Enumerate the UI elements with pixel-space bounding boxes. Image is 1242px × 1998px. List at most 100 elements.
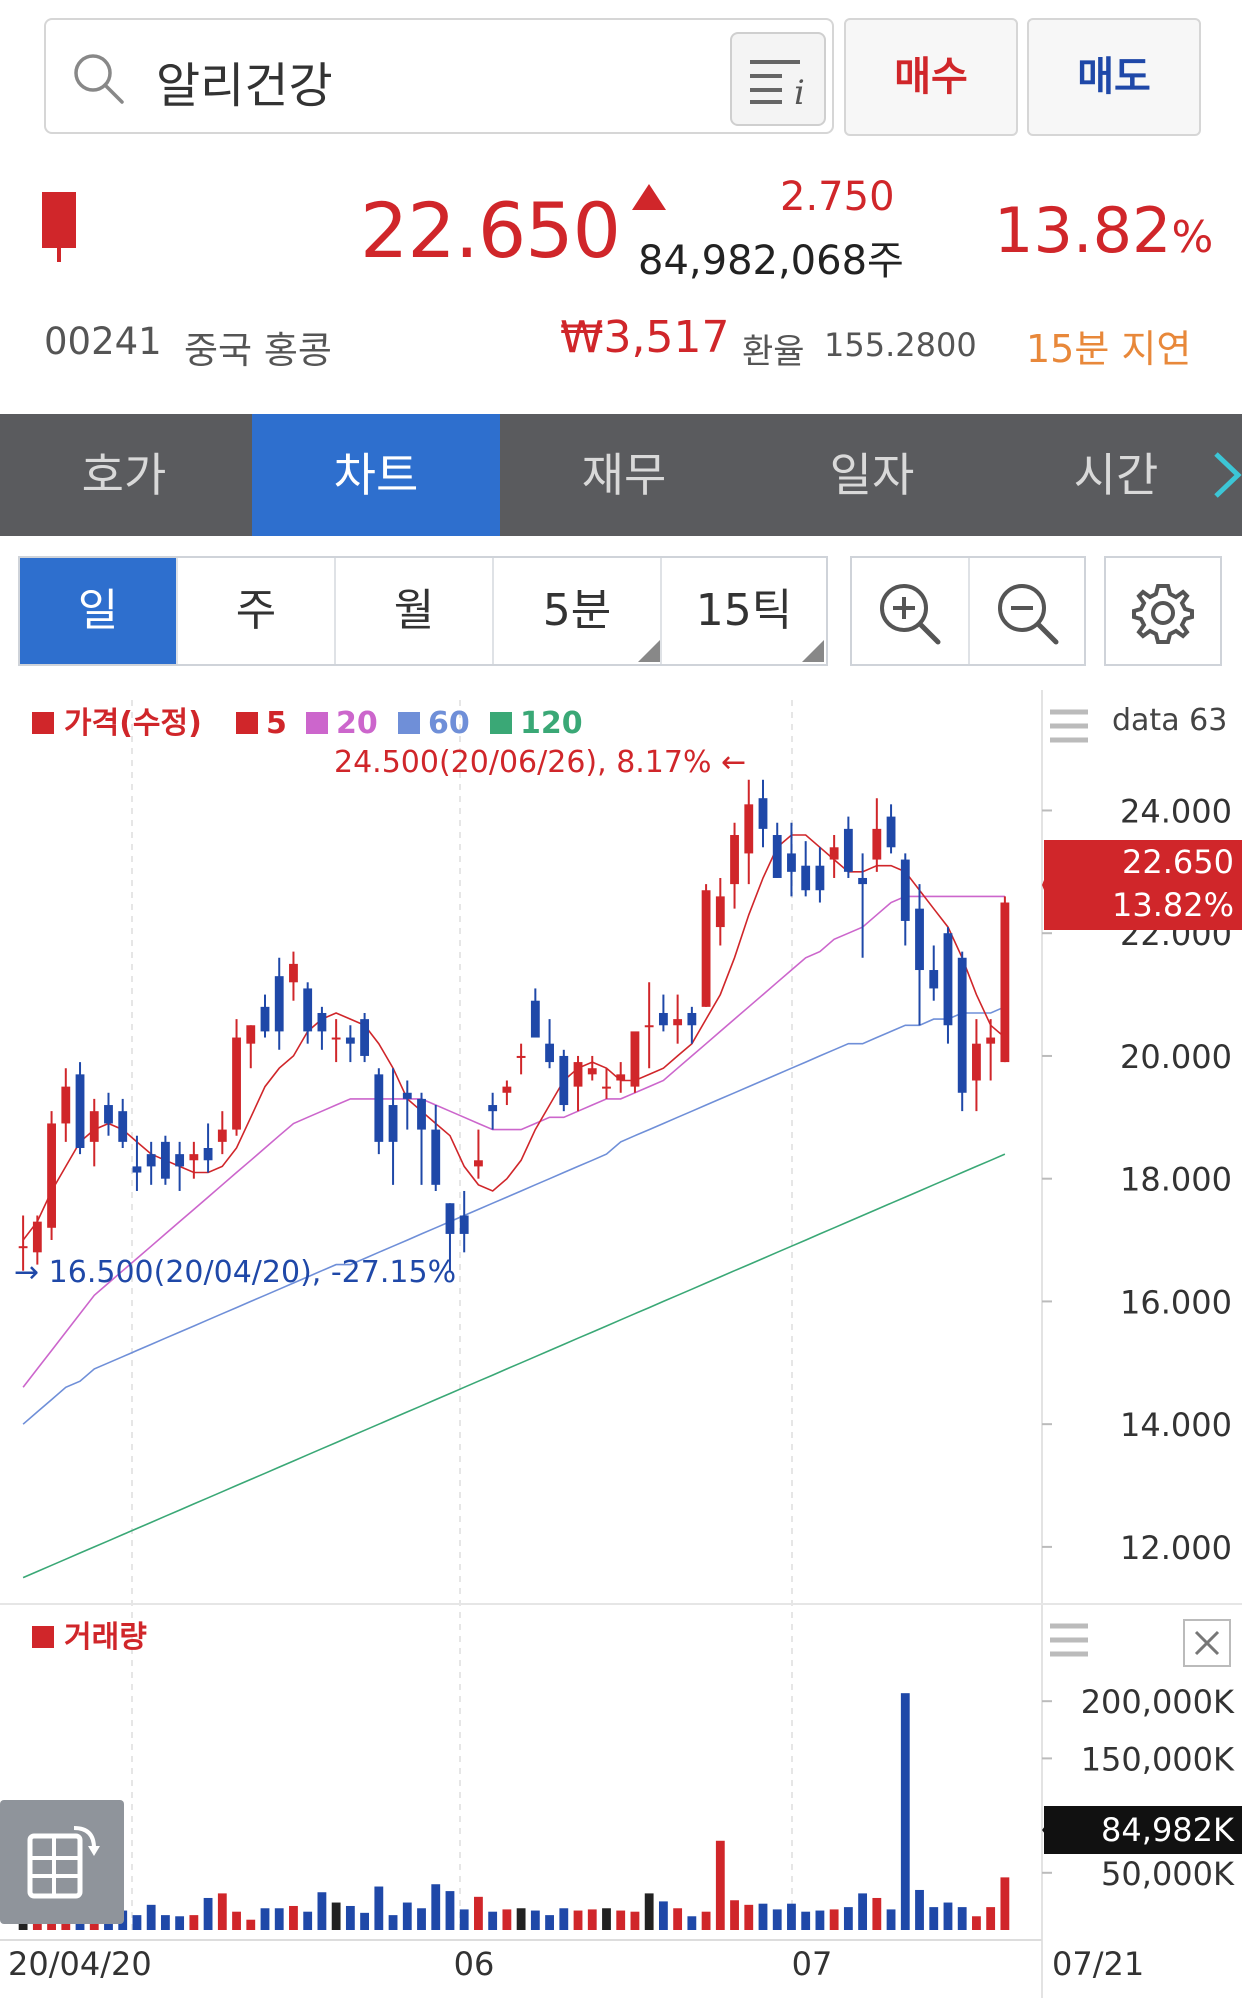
candle-body — [872, 828, 882, 860]
candle-body — [744, 804, 754, 854]
ma20-line — [22, 895, 1005, 1388]
price-tag-percent: 13.82% — [1111, 886, 1234, 924]
candle — [986, 1019, 996, 1081]
candle — [815, 847, 825, 903]
sell-button[interactable]: 매도 — [1027, 18, 1201, 136]
chevron-right-icon[interactable] — [1212, 450, 1242, 500]
candle-body — [815, 865, 825, 891]
candle — [32, 1215, 42, 1265]
legend-ma120-swatch — [490, 712, 512, 734]
period-15tick[interactable]: 15틱 — [695, 585, 793, 636]
candle — [203, 1123, 213, 1173]
stock-code: 00241 — [44, 320, 162, 363]
dropdown-corner-icon — [638, 640, 660, 662]
rotate-screen-icon — [27, 1826, 100, 1899]
period-month[interactable]: 월 — [336, 558, 494, 664]
candle — [900, 853, 910, 946]
price-axis: 24.00022.00020.00018.00016.00014.00012.0… — [1042, 792, 1232, 1567]
candle-body — [47, 1123, 56, 1228]
volume-bar — [687, 1916, 697, 1930]
volume-bar — [530, 1910, 540, 1930]
tab-daily[interactable]: 일자 — [829, 448, 915, 502]
price-tick-label: 14.000 — [1120, 1406, 1232, 1444]
volume-bar — [146, 1904, 156, 1930]
volume-bar — [431, 1884, 441, 1930]
drag-handle-icon[interactable] — [1050, 709, 1088, 743]
settings-button[interactable] — [1104, 556, 1222, 666]
candle — [559, 1049, 569, 1112]
volume-bar — [872, 1897, 882, 1930]
volume-bar — [516, 1908, 526, 1930]
volume-bar — [388, 1915, 398, 1930]
fx-rate: 155.2800 — [824, 326, 977, 364]
tab-orderbook[interactable]: 호가 — [81, 448, 167, 502]
volume-bar — [1000, 1877, 1010, 1930]
candle-body — [246, 1025, 256, 1044]
period-5min[interactable]: 5분 — [494, 558, 662, 664]
tab-financials[interactable]: 재무 — [581, 448, 667, 502]
moving-average-lines — [22, 834, 1006, 1579]
volume-bar — [843, 1907, 853, 1930]
volume-bar — [331, 1902, 341, 1930]
volume-bar — [787, 1903, 796, 1930]
tab-chart[interactable]: 차트 — [252, 414, 500, 536]
candle — [317, 1006, 327, 1050]
current-price: 22.650 — [360, 186, 621, 275]
volume-bar — [929, 1907, 939, 1930]
period-day[interactable]: 일 — [20, 558, 178, 664]
zoom-out-button[interactable] — [970, 558, 1084, 664]
date-tick-label: 20/04/20 — [8, 1945, 152, 1983]
candle — [602, 1068, 611, 1099]
volume-bar — [587, 1909, 597, 1930]
legend-volume: 거래량 — [64, 1620, 147, 1655]
volume-bar — [175, 1916, 185, 1930]
price-tick-label: 12.000 — [1120, 1529, 1232, 1567]
volume-bar — [559, 1908, 569, 1930]
candle-body — [289, 963, 298, 983]
period-week[interactable]: 주 — [178, 558, 336, 664]
close-volume-panel-button[interactable] — [1183, 1619, 1231, 1667]
candle-body — [886, 816, 896, 848]
volume-bar — [217, 1893, 227, 1930]
search-input[interactable]: 알리건강 — [156, 58, 333, 114]
fx-label: 환율 — [742, 332, 805, 372]
buy-button[interactable]: 매수 — [844, 18, 1018, 136]
candle-body — [900, 859, 910, 921]
volume-bar — [630, 1911, 640, 1930]
rotate-screen-button[interactable] — [0, 1800, 124, 1924]
volume-axis: 200,000K 150,000K 50,000K — [1042, 1683, 1235, 1893]
svg-text:i: i — [794, 73, 805, 108]
volume-bar — [801, 1911, 811, 1930]
candle — [303, 982, 313, 1044]
candle-body — [160, 1141, 170, 1179]
date-tick-label: 06 — [454, 1945, 495, 1983]
candle — [274, 957, 284, 1050]
tab-time[interactable]: 시간 — [1073, 448, 1159, 502]
stock-info-button[interactable]: i — [730, 32, 826, 126]
candle — [160, 1135, 170, 1185]
zoom-in-icon — [880, 584, 941, 645]
candle — [843, 816, 853, 878]
candle — [289, 951, 298, 1001]
volume-bar — [360, 1912, 370, 1930]
candle — [630, 1031, 640, 1093]
stock-chart[interactable]: 24.00022.00020.00018.00016.00014.00012.0… — [0, 690, 1242, 1998]
current-volume-tag: 84,982K — [1044, 1806, 1242, 1854]
candle-body — [829, 847, 839, 860]
candlestick-series — [18, 779, 1010, 1271]
candle — [388, 1068, 398, 1185]
volume-bar — [957, 1907, 967, 1930]
drag-handle-icon[interactable] — [1050, 1623, 1088, 1657]
candle — [89, 1098, 99, 1167]
volume-bar — [402, 1902, 412, 1930]
tab-bar: 호가 차트 재무 일자 시간 — [0, 414, 1242, 536]
krw-price: ₩3,517 — [560, 312, 730, 363]
volume-bar — [289, 1905, 298, 1930]
candle-body — [559, 1055, 569, 1106]
candle — [18, 1215, 28, 1271]
search-box[interactable]: 알리건강 i — [44, 18, 834, 134]
candle-body — [673, 1019, 683, 1026]
zoom-in-button[interactable] — [852, 558, 970, 664]
candle-body — [232, 1037, 241, 1130]
volume-bar — [943, 1902, 953, 1930]
